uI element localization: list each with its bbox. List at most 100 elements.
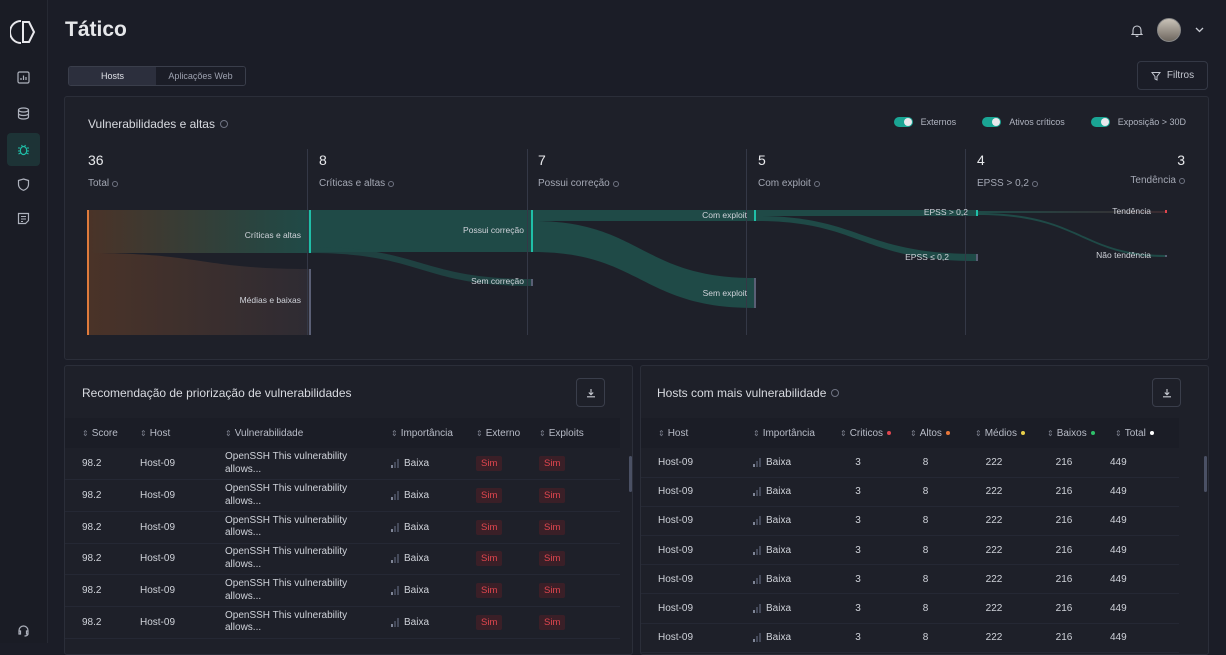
sidebar-item-dashboard[interactable] — [7, 61, 40, 94]
sidebar-item-reports[interactable] — [7, 202, 40, 235]
col-host[interactable]: ⇕ Host — [140, 427, 171, 439]
table-row[interactable]: Host-09 Baixa 3 8 222 216 449 — [641, 564, 1179, 595]
importance-bars-icon — [753, 516, 761, 526]
severity-dot — [1020, 430, 1025, 435]
flow-total-criticas — [89, 210, 309, 253]
node-label: Médias e baixas — [239, 295, 301, 305]
col-exploits[interactable]: ⇕ Exploits — [539, 427, 584, 439]
flow-criticas-possui — [311, 210, 531, 252]
toggle-exposicao[interactable]: Exposição > 30D — [1090, 117, 1186, 127]
scrollbar[interactable] — [1204, 456, 1207, 492]
node-label: EPSS > 0,2 — [923, 207, 968, 217]
status-badge: Sim — [476, 519, 503, 535]
col-externo[interactable]: ⇕ Externo — [476, 427, 521, 439]
table-row[interactable]: Host-09 Baixa 3 8 222 216 449 — [641, 506, 1179, 537]
flow-possui-com — [533, 210, 754, 221]
table-row[interactable]: Host-09 Baixa 3 8 222 216 449 — [641, 448, 1179, 478]
info-icon[interactable] — [1179, 177, 1185, 184]
logo-icon — [10, 20, 36, 44]
hosts-card: Hosts com mais vulnerabilidade ⇕ Host ⇕ Imp… — [640, 365, 1209, 655]
stat-label: Críticas e altas — [319, 178, 386, 189]
stat-possui: 7 Possui correção — [538, 152, 619, 189]
stat-value: 7 — [538, 152, 546, 168]
node-criticas — [309, 210, 311, 253]
info-icon[interactable] — [388, 180, 395, 187]
table-row[interactable]: Host-09 Baixa 3 8 222 216 449 — [641, 535, 1179, 566]
node-label: Críticas e altas — [244, 230, 301, 240]
importance: Baixa — [736, 593, 823, 624]
externo: Sim — [459, 479, 522, 512]
recommendations-card: Recomendação de priorização de vulnerabi… — [64, 365, 633, 655]
col-criticos[interactable]: ⇕ Criticos — [823, 418, 893, 448]
table-row[interactable]: 98.2 Host-09 OpenSSH This vulnerability … — [65, 543, 620, 576]
importance-bars-icon — [753, 633, 761, 643]
sidebar-item-database[interactable] — [7, 97, 40, 130]
download-button[interactable] — [1152, 378, 1181, 407]
filters-label: Filtros — [1166, 70, 1195, 81]
criticos: 3 — [823, 448, 893, 478]
table-row[interactable]: Host-09 Baixa 3 8 222 216 449 — [641, 593, 1179, 624]
funnel-title: Vulnerabilidades e altas — [88, 117, 215, 131]
download-button[interactable] — [576, 378, 605, 407]
col-importância[interactable]: ⇕ Importância — [753, 427, 815, 439]
toggle-externos[interactable]: Externos — [893, 117, 956, 127]
toggle-switch[interactable] — [1090, 117, 1110, 127]
info-icon[interactable] — [612, 180, 619, 187]
importance-bars-icon — [391, 554, 399, 564]
medios: 222 — [958, 477, 1030, 507]
exploits: Sim — [522, 511, 620, 544]
table-row[interactable]: 98.2 Host-09 OpenSSH This vulnerability … — [65, 574, 620, 607]
importance-bars-icon — [753, 545, 761, 555]
sidebar-item-support[interactable] — [7, 614, 40, 647]
node-label: Não tendência — [1096, 250, 1151, 260]
col-total[interactable]: ⇕ Total — [1098, 418, 1179, 448]
node-label: Com exploit — [702, 210, 747, 220]
toggle-switch[interactable] — [893, 117, 913, 127]
scrollbar[interactable] — [629, 456, 632, 492]
info-icon[interactable] — [831, 389, 840, 397]
bell-icon[interactable] — [1131, 24, 1143, 37]
col-score[interactable]: ⇕ Score — [82, 427, 118, 439]
altos: 8 — [893, 564, 958, 595]
info-icon[interactable] — [1031, 180, 1038, 187]
info-icon[interactable] — [112, 180, 119, 187]
tab-web-apps[interactable]: Aplicações Web — [156, 67, 245, 85]
importance-bars-icon — [391, 522, 399, 532]
stat-label: Com exploit — [758, 178, 811, 189]
divider — [746, 149, 747, 335]
col-baixos[interactable]: ⇕ Baixos — [1030, 418, 1098, 448]
chevron-down-icon[interactable] — [1195, 27, 1204, 33]
col-médios[interactable]: ⇕ Médios — [958, 418, 1030, 448]
node-nao-tendencia — [1165, 255, 1167, 257]
sidebar-item-vulnerabilities[interactable] — [7, 133, 40, 166]
importance: Baixa — [736, 623, 823, 653]
node-label: Sem correção — [471, 276, 524, 286]
toggle-ativos-criticos[interactable]: Ativos críticos — [982, 117, 1065, 127]
exploits: Sim — [522, 606, 620, 639]
avatar[interactable] — [1157, 18, 1181, 42]
col-host[interactable]: ⇕ Host — [658, 427, 689, 439]
table-row[interactable]: 98.2 Host-09 OpenSSH This vulnerability … — [65, 448, 620, 481]
info-icon[interactable] — [813, 180, 820, 187]
toggle-label: Exposição > 30D — [1117, 117, 1186, 127]
filters-button[interactable]: Filtros — [1137, 61, 1208, 90]
tab-hosts[interactable]: Hosts — [69, 67, 156, 85]
host: Host-09 — [641, 623, 736, 653]
importance: Baixa — [736, 477, 823, 507]
col-importancia[interactable]: ⇕ Importância — [391, 427, 453, 439]
col-altos[interactable]: ⇕ Altos — [893, 418, 958, 448]
sidebar-item-security[interactable] — [7, 168, 40, 201]
host: Host-09 — [123, 574, 208, 607]
col-vulnerabilidade[interactable]: ⇕ Vulnerabilidade — [225, 427, 304, 439]
toggle-switch[interactable] — [982, 117, 1002, 127]
table-row[interactable]: Host-09 Baixa 3 8 222 216 449 — [641, 623, 1179, 653]
info-icon[interactable] — [219, 120, 228, 128]
externo: Sim — [459, 606, 522, 639]
node-medias — [309, 269, 311, 335]
table-row[interactable]: 98.2 Host-09 OpenSSH This vulnerability … — [65, 606, 620, 639]
node-label: Tendência — [1112, 206, 1151, 216]
table-row[interactable]: 98.2 Host-09 OpenSSH This vulnerability … — [65, 511, 620, 544]
altos: 8 — [893, 535, 958, 566]
table-row[interactable]: Host-09 Baixa 3 8 222 216 449 — [641, 477, 1179, 507]
table-row[interactable]: 98.2 Host-09 OpenSSH This vulnerability … — [65, 479, 620, 512]
